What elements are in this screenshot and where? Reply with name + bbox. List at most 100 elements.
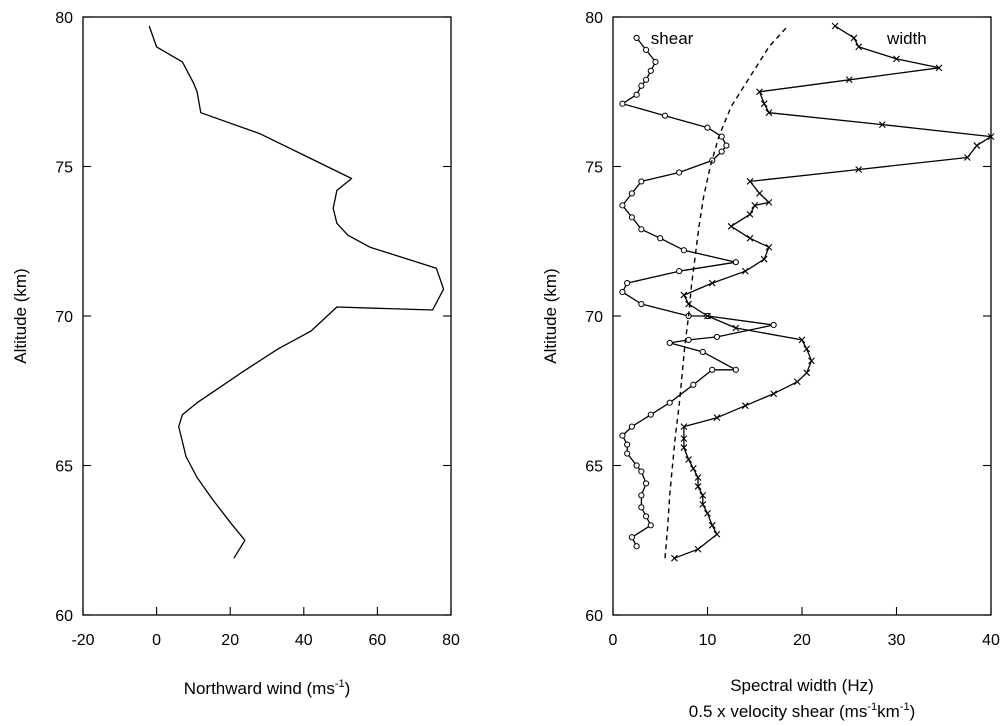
shear-point xyxy=(628,423,636,430)
shear-point xyxy=(713,333,721,341)
width-point xyxy=(845,76,853,84)
width-point xyxy=(680,291,688,299)
width-x-tick-label: 20 xyxy=(793,632,811,649)
shear-point xyxy=(661,112,669,119)
width-point xyxy=(855,43,863,51)
width-point xyxy=(760,100,768,108)
shear-point xyxy=(685,336,692,344)
shear-point xyxy=(770,321,777,329)
shear-point xyxy=(676,268,683,275)
shear-point xyxy=(642,46,650,53)
shear-point xyxy=(624,441,631,448)
width-point xyxy=(685,300,692,308)
width-y-tick-label: 70 xyxy=(585,309,603,326)
width-plot-frame xyxy=(612,16,992,616)
width-point xyxy=(831,22,839,30)
width-annotation: width xyxy=(886,29,927,48)
width-point xyxy=(793,378,801,386)
shear-point xyxy=(619,288,626,296)
width-point xyxy=(850,34,858,42)
width-point xyxy=(694,474,702,481)
shear-point xyxy=(699,348,706,355)
wind-x-tick-label: 40 xyxy=(295,632,313,649)
wind-y-tick-label: 80 xyxy=(55,10,73,27)
shear-point xyxy=(624,280,631,287)
shear-point xyxy=(619,100,626,107)
shear-point xyxy=(638,178,645,185)
shear-point xyxy=(723,142,730,149)
shear-point xyxy=(666,399,673,406)
wind-x-tick-label: 0 xyxy=(152,632,161,649)
shear-point xyxy=(638,492,645,499)
width-point xyxy=(973,142,981,149)
wind-plot-frame xyxy=(82,16,452,616)
width-x-tick-label: 10 xyxy=(699,632,717,649)
width-point xyxy=(987,133,995,140)
width-point xyxy=(751,201,759,209)
width-point xyxy=(746,178,754,185)
width-point xyxy=(732,324,740,332)
width-line xyxy=(674,25,992,559)
width-point xyxy=(699,500,707,508)
width-point xyxy=(727,222,735,230)
width-point xyxy=(855,166,863,173)
width-point xyxy=(878,121,886,129)
shear-point xyxy=(638,504,645,511)
shear-x-axis-label: 0.5 x velocity shear (ms-1km-1) xyxy=(689,701,915,721)
shear-point xyxy=(633,543,640,550)
width-point xyxy=(704,509,711,517)
width-point xyxy=(704,312,711,320)
shear-point xyxy=(690,381,697,388)
width-x-tick-label: 40 xyxy=(982,632,1000,649)
width-y-tick-label: 75 xyxy=(585,160,603,177)
shear-point xyxy=(642,513,650,520)
wind-x-tick-label: 20 xyxy=(221,632,239,649)
wind-y-tick-label: 60 xyxy=(55,608,73,625)
width-point xyxy=(963,154,971,161)
shear-point xyxy=(732,259,739,266)
wind-x-axis-label: Northward wind (ms-1) xyxy=(184,678,351,698)
width-shear-panel: 0 10 20 30 40 60 65 70 75 80 shear width Spectral … xyxy=(541,10,1000,721)
width-point xyxy=(671,554,678,562)
width-y-axis-label: Altitude (km) xyxy=(541,268,560,363)
shear-point xyxy=(619,432,626,439)
width-point xyxy=(708,521,716,529)
wind-y-tick-label: 75 xyxy=(55,160,73,177)
width-y-tick-label: 65 xyxy=(585,459,603,476)
shear-point xyxy=(732,366,739,373)
shear-point xyxy=(647,522,654,529)
width-point xyxy=(765,198,773,206)
wind-y-axis-label: Altitude (km) xyxy=(11,268,30,363)
width-x-tick-label: 30 xyxy=(888,632,906,649)
shear-point xyxy=(680,247,687,254)
width-point xyxy=(798,336,806,344)
shear-point xyxy=(718,148,725,155)
width-point xyxy=(699,492,707,499)
shear-point xyxy=(638,226,645,233)
width-x-axis-label: Spectral width (Hz) xyxy=(730,676,874,695)
width-point xyxy=(746,234,754,242)
width-y-tick-label: 60 xyxy=(585,608,603,625)
shear-point xyxy=(638,300,645,308)
width-point xyxy=(803,345,811,353)
shear-point xyxy=(652,58,659,65)
shear-point xyxy=(633,462,640,469)
width-point xyxy=(685,456,692,463)
shear-point xyxy=(709,366,716,373)
dashed-curve-line xyxy=(664,25,789,559)
shear-point xyxy=(647,67,654,74)
width-point xyxy=(808,357,815,365)
shear-point xyxy=(676,169,683,176)
width-point xyxy=(680,423,688,431)
wind-x-tick-label: 80 xyxy=(442,632,460,649)
shear-point xyxy=(638,82,645,89)
shear-point xyxy=(628,214,636,221)
width-point xyxy=(803,369,811,377)
shear-point xyxy=(628,190,636,197)
width-y-tick-label: 80 xyxy=(585,10,603,27)
width-point xyxy=(765,109,773,117)
shear-point xyxy=(647,411,654,418)
width-point xyxy=(756,88,763,96)
shear-point xyxy=(704,124,711,131)
shear-point xyxy=(642,480,650,487)
